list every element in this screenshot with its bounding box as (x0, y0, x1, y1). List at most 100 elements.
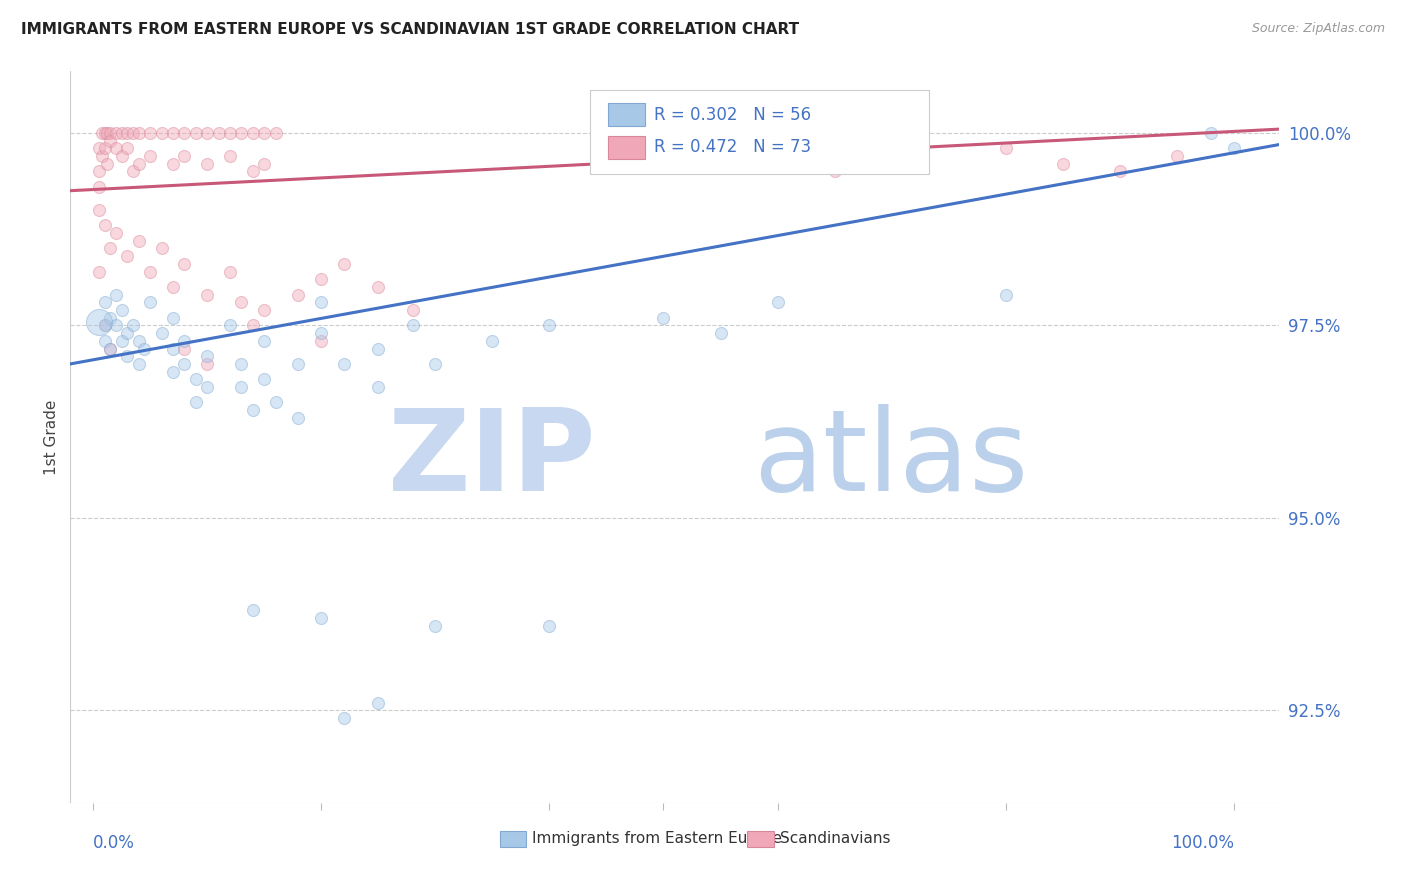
Point (309, 611, 332, 625)
Y-axis label: 1st Grade: 1st Grade (44, 400, 59, 475)
Point (117, 141, 139, 155)
Point (128, 334, 150, 348)
Point (104, 126, 127, 140)
Point (104, 287, 127, 301)
Point (184, 395, 207, 409)
Point (117, 249, 139, 263)
Point (87, 264, 110, 278)
Point (93, 318, 115, 333)
Point (242, 603, 264, 617)
Point (253, 372, 276, 386)
Point (98, 242, 121, 256)
Bar (499, 830, 526, 847)
Point (333, 711, 356, 725)
Point (93, 219, 115, 233)
Text: R = 0.472   N = 73: R = 0.472 N = 73 (654, 138, 811, 156)
Text: R = 0.302   N = 56: R = 0.302 N = 56 (654, 105, 811, 123)
Point (98, 126, 121, 140)
Point (173, 257, 195, 271)
Point (98, 134, 121, 148)
Point (122, 126, 145, 140)
Point (173, 149, 195, 163)
Point (98, 310, 121, 325)
Point (253, 157, 276, 171)
Text: ZIP: ZIP (388, 403, 596, 515)
Text: 0.0%: 0.0% (93, 834, 135, 852)
Point (264, 395, 287, 409)
Point (766, 157, 789, 171)
Point (309, 334, 332, 348)
Point (1199, 126, 1222, 140)
Point (150, 126, 173, 140)
Point (219, 264, 242, 278)
Point (309, 272, 332, 286)
Point (87, 164, 110, 178)
Point (173, 334, 195, 348)
Point (242, 126, 264, 140)
Point (195, 357, 218, 371)
Point (195, 157, 218, 171)
Point (111, 149, 134, 163)
Point (173, 126, 195, 140)
Point (481, 334, 503, 348)
Point (367, 380, 389, 394)
Point (150, 326, 173, 340)
Bar (609, 103, 645, 126)
Text: IMMIGRANTS FROM EASTERN EUROPE VS SCANDINAVIAN 1ST GRADE CORRELATION CHART: IMMIGRANTS FROM EASTERN EUROPE VS SCANDI… (21, 22, 799, 37)
Point (195, 349, 218, 363)
Point (219, 126, 242, 140)
Point (709, 326, 731, 340)
Point (367, 280, 389, 294)
Point (87, 315, 110, 329)
Point (195, 287, 218, 301)
Point (184, 372, 207, 386)
Point (128, 157, 150, 171)
Point (231, 126, 253, 140)
Point (287, 410, 309, 425)
Point (309, 295, 332, 310)
Point (93, 126, 115, 140)
Point (195, 126, 218, 140)
Point (425, 618, 447, 632)
Point (93, 334, 115, 348)
Point (150, 242, 173, 256)
Point (219, 149, 242, 163)
Point (652, 310, 675, 325)
Point (162, 126, 184, 140)
Point (173, 342, 195, 356)
FancyBboxPatch shape (591, 90, 929, 174)
Point (139, 126, 162, 140)
Point (98, 342, 121, 356)
Point (207, 126, 229, 140)
Point (91, 126, 114, 140)
Point (162, 280, 184, 294)
Point (162, 342, 184, 356)
Point (184, 126, 207, 140)
Point (425, 357, 447, 371)
Point (128, 357, 150, 371)
Point (231, 380, 253, 394)
Point (104, 141, 127, 155)
Point (538, 618, 561, 632)
Point (1223, 141, 1246, 155)
Point (333, 357, 356, 371)
Point (111, 334, 134, 348)
Point (122, 164, 145, 178)
Point (122, 318, 145, 333)
Point (173, 357, 195, 371)
Bar (748, 830, 775, 847)
Text: atlas: atlas (754, 403, 1029, 515)
Point (98, 342, 121, 356)
Text: Immigrants from Eastern Europe: Immigrants from Eastern Europe (533, 831, 782, 847)
Point (96, 157, 118, 171)
Point (1052, 157, 1074, 171)
Point (93, 295, 115, 310)
Point (93, 318, 115, 333)
Point (104, 226, 127, 240)
Point (117, 126, 139, 140)
Point (111, 303, 134, 318)
Point (104, 318, 127, 333)
Point (242, 403, 264, 417)
Point (93, 141, 115, 155)
Point (367, 696, 389, 710)
